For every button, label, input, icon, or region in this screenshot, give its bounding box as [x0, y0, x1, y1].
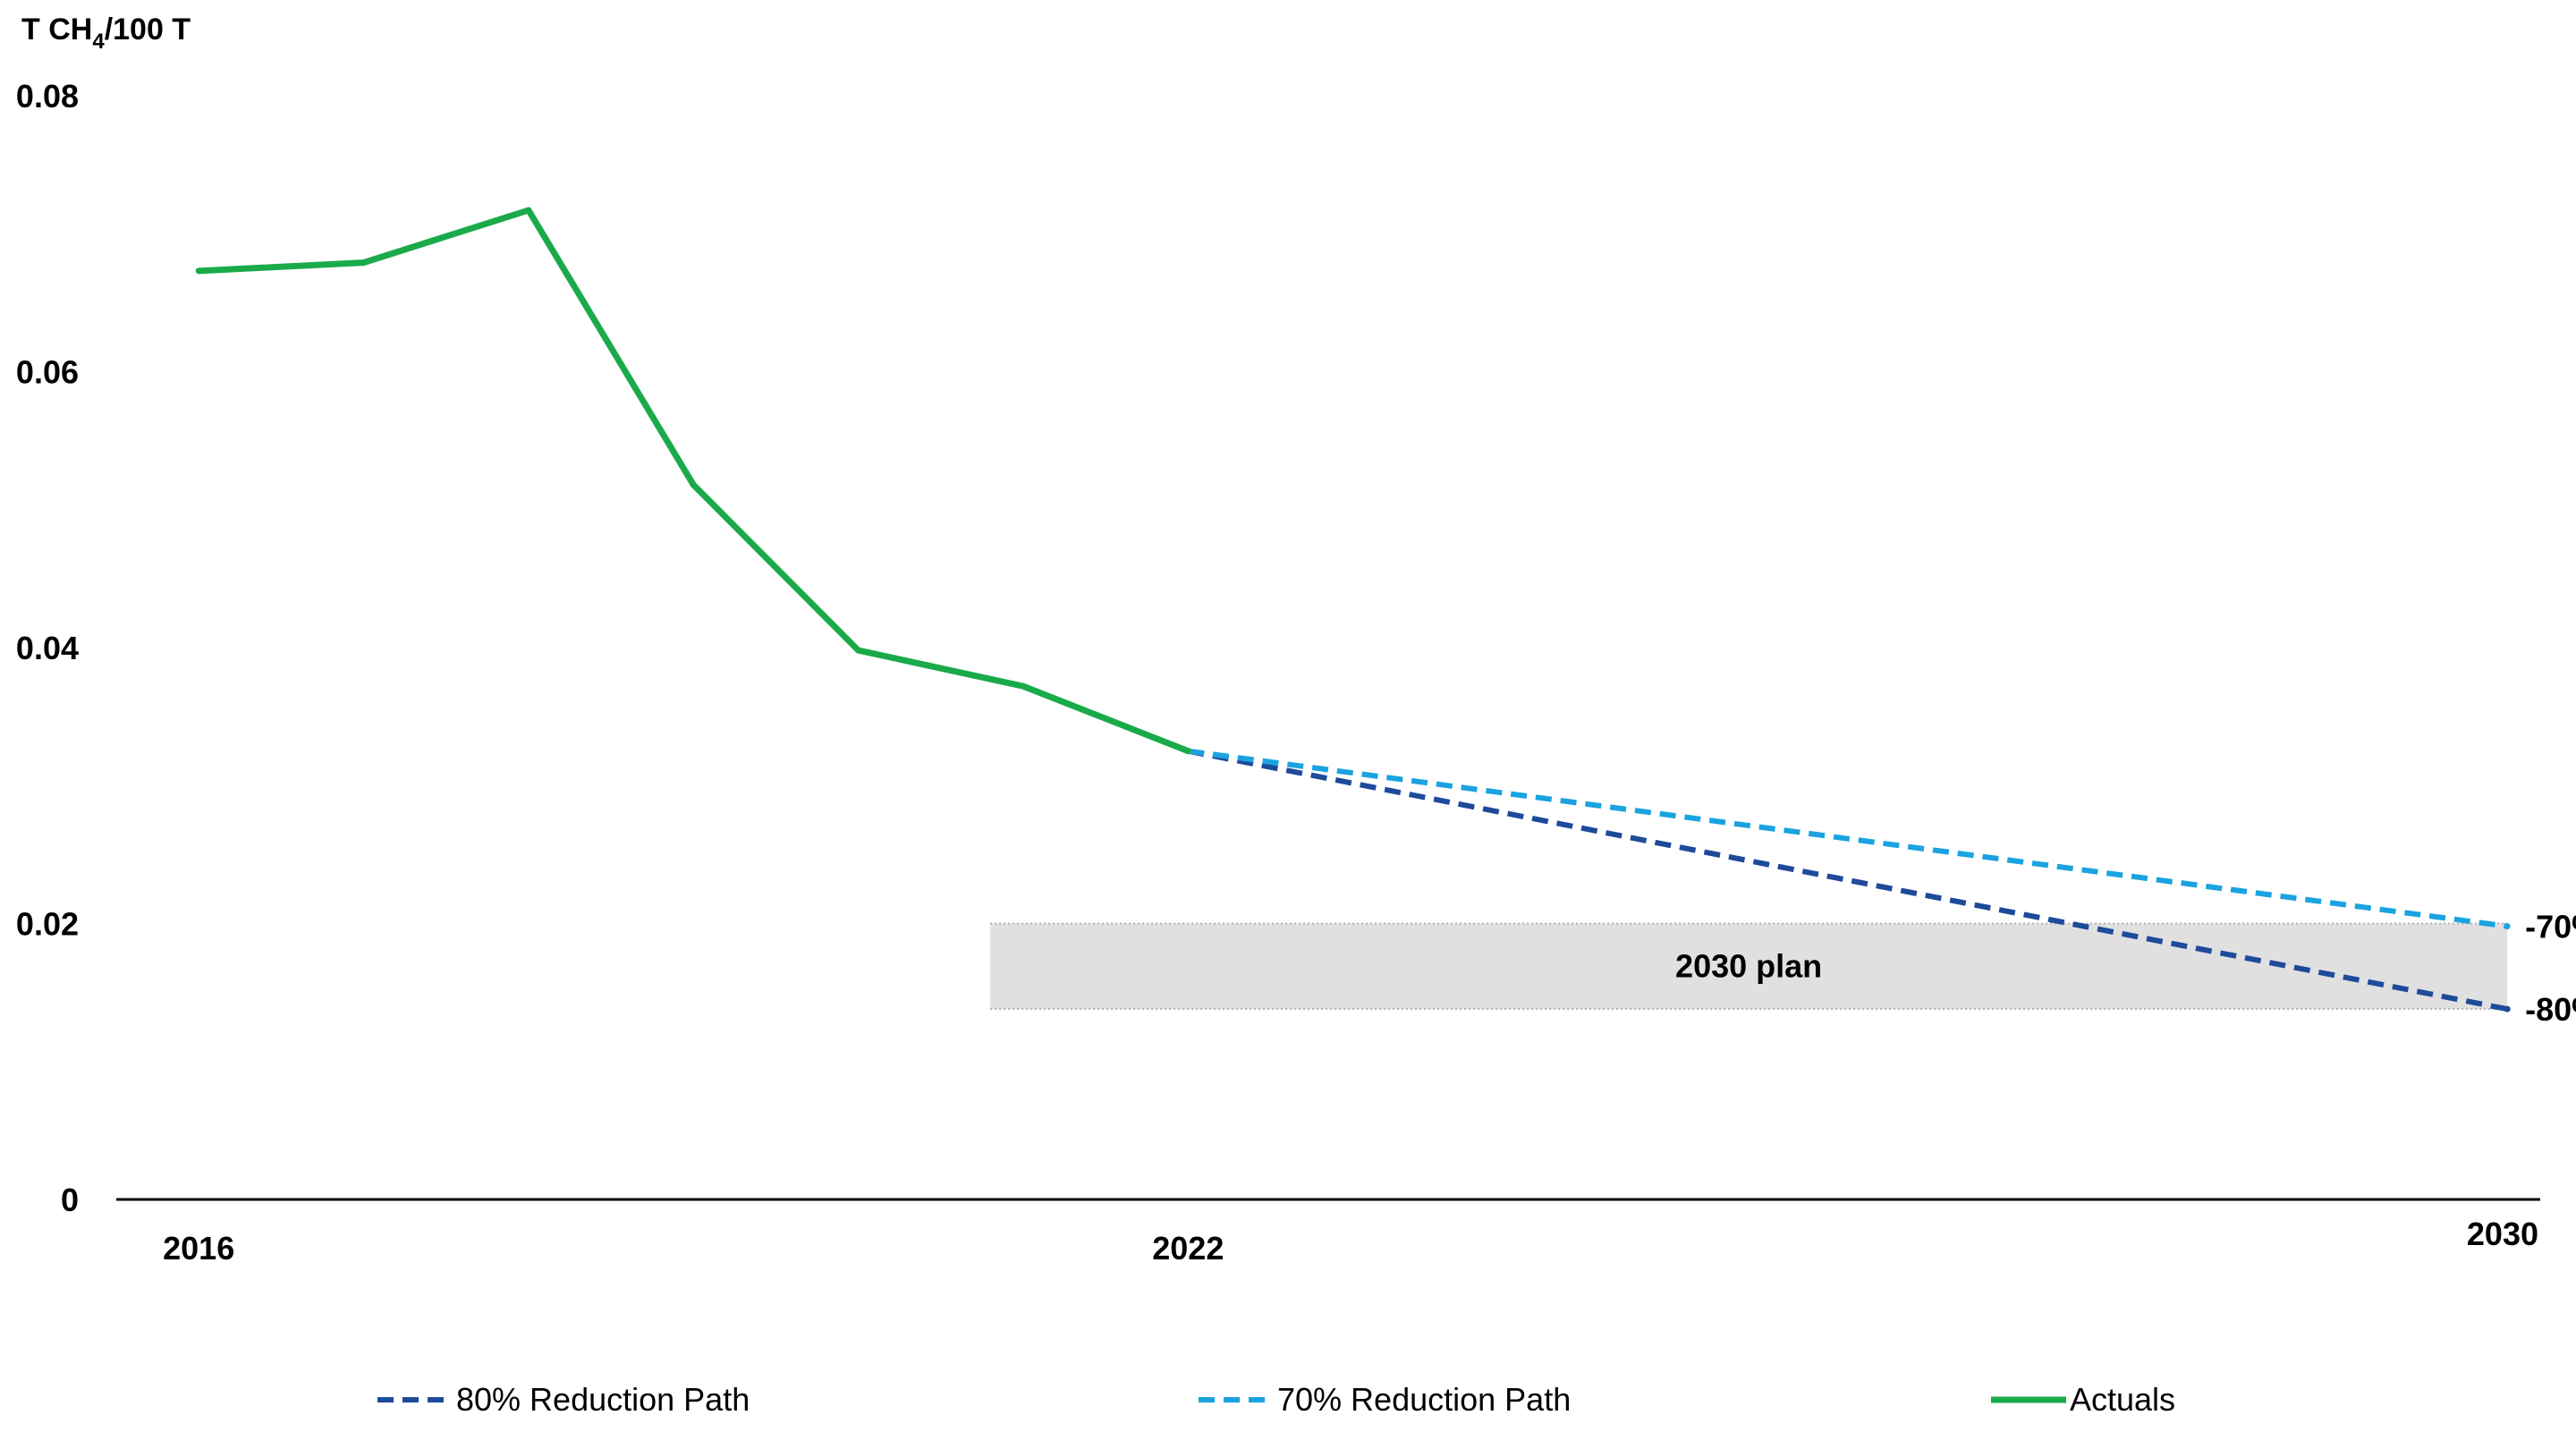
legend-item: 70% Reduction Path: [1199, 1381, 1571, 1418]
y-axis-label-subscript: 4: [92, 30, 105, 54]
data-point: [1020, 682, 1027, 690]
series-layer: [195, 207, 2511, 1013]
data-point: [2504, 1005, 2511, 1013]
legend-label: 80% Reduction Path: [456, 1381, 750, 1418]
y-tick-label: 0.04: [16, 630, 79, 666]
plan-band-layer: [990, 922, 2508, 1011]
data-point: [1184, 748, 1191, 755]
y-axis-label-main: T CH: [21, 13, 92, 47]
labels-layer: 2030 plan 0 0.02 0.04 0.06 0.08 2016 2022 2030 T …: [16, 13, 2576, 1267]
y-tick-label: 0.02: [16, 906, 79, 943]
y-tick-label: 0.08: [16, 78, 79, 114]
legend-label: Actuals: [2070, 1381, 2175, 1418]
x-tick-label: 2022: [1152, 1230, 1224, 1267]
series-line-70-reduction-path: [1187, 748, 2508, 929]
y-tick-label: 0.06: [16, 354, 79, 391]
y-axis-label-rest: /100 T: [105, 13, 191, 47]
data-point: [525, 207, 532, 214]
x-tick-label: 2016: [163, 1230, 234, 1267]
y-axis-label: T CH4/100 T: [21, 13, 191, 54]
y-tick-label: 0: [61, 1182, 79, 1218]
data-point: [360, 259, 368, 267]
legend-item: Actuals: [1991, 1381, 2175, 1418]
legend-label: 70% Reduction Path: [1277, 1381, 1571, 1418]
legend: 80% Reduction Path 70% Reduction Path Actu…: [377, 1381, 2175, 1418]
series-end-label: -80%: [2525, 991, 2576, 1028]
series-line-actuals: [199, 207, 1190, 754]
data-point: [2504, 923, 2511, 930]
data-point: [855, 647, 862, 654]
plan-band-label: 2030 plan: [1675, 947, 1822, 984]
data-point: [195, 267, 202, 275]
x-tick-label: 2030: [2467, 1216, 2538, 1252]
series-end-label: -70%: [2525, 909, 2576, 945]
legend-item: 80% Reduction Path: [377, 1381, 750, 1418]
plan-band: [990, 923, 2508, 1010]
data-point: [690, 481, 697, 488]
